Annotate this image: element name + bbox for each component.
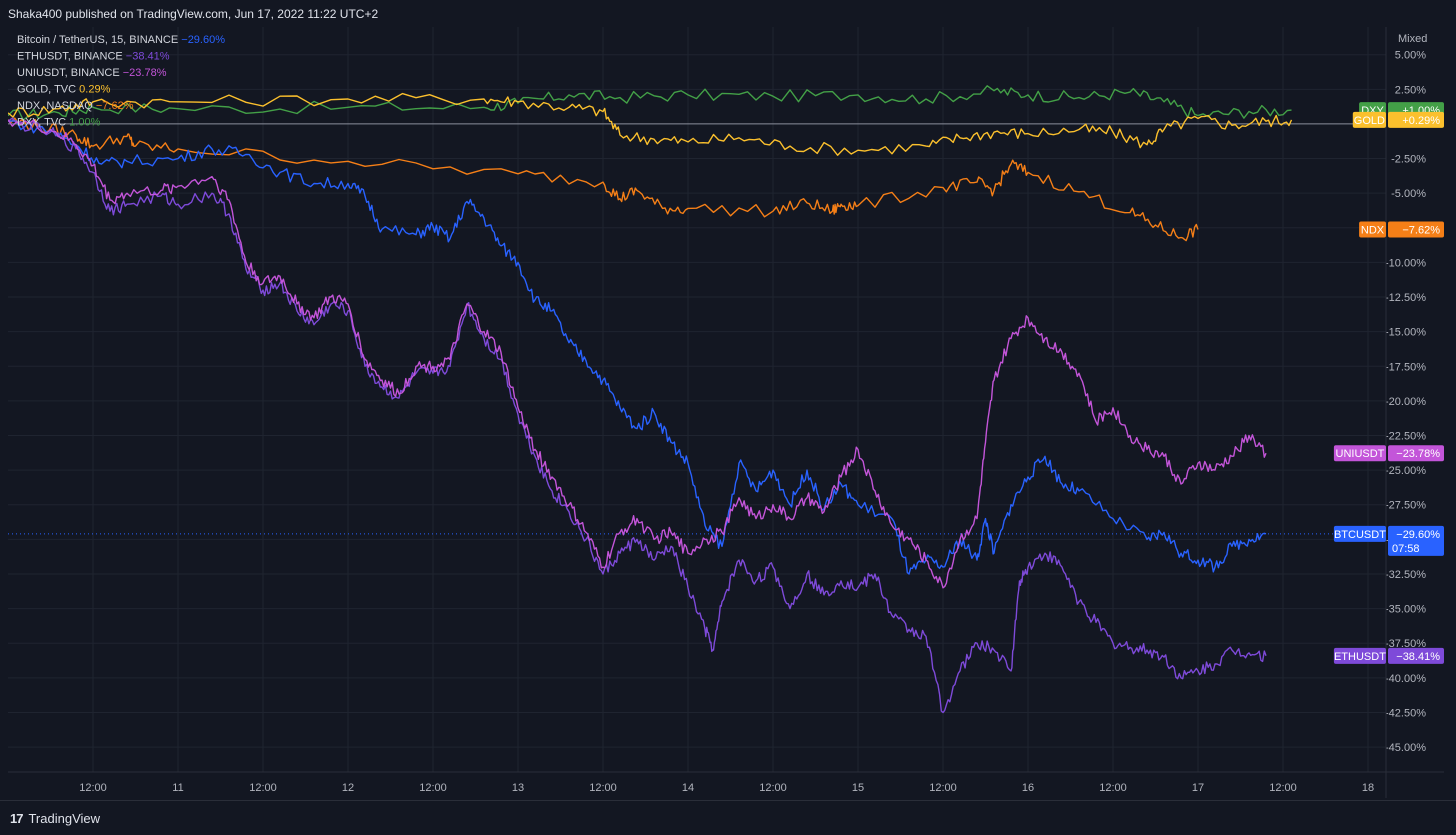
x-tick-label: 13 xyxy=(512,782,524,794)
x-tick-label: 14 xyxy=(682,782,694,794)
y-tick-label: -25.00% xyxy=(1385,465,1426,477)
series-value-badge-text: −7.62% xyxy=(1402,224,1440,236)
legend-value: −38.41% xyxy=(126,51,170,63)
tradingview-logo[interactable]: 17 TradingView xyxy=(10,811,100,826)
series-name-tag-text: BTCUSDT xyxy=(1334,529,1386,541)
series-line-dxy xyxy=(7,85,1292,121)
y-tick-label: -37.50% xyxy=(1385,638,1426,650)
y-tick-label: -5.00% xyxy=(1391,188,1426,200)
y-tick-label: -27.50% xyxy=(1385,500,1426,512)
x-tick-label: 12:00 xyxy=(1099,782,1127,794)
series-value-badge-text: −23.78% xyxy=(1396,448,1440,460)
chart-svg: 5.00%2.50%-2.50%-5.00%-7.50%-10.00%-12.5… xyxy=(7,27,1444,798)
series-name-tag-text: GOLD xyxy=(1354,115,1385,127)
x-tick-label: 12:00 xyxy=(1269,782,1297,794)
y-tick-label: -12.50% xyxy=(1385,292,1426,304)
legend-name: NDX, NASDAQ xyxy=(17,100,96,112)
chart-background xyxy=(8,27,1444,798)
legend-name: GOLD, TVC xyxy=(17,84,79,96)
series-line-ndx xyxy=(7,117,1199,242)
series-value-badge-btcusdt xyxy=(1388,525,1444,556)
y-tick-label: -20.00% xyxy=(1385,396,1426,408)
legend-item[interactable]: NDX, NASDAQ −7.62% xyxy=(17,100,134,112)
x-tick-label: 12:00 xyxy=(589,782,617,794)
x-tick-label: 12:00 xyxy=(249,782,277,794)
series-value-badge-ethusdt xyxy=(1388,647,1444,664)
publisher-line: Shaka400 published on TradingView.com, J… xyxy=(8,7,379,21)
legend-value: −23.78% xyxy=(123,67,167,79)
x-tick-label: 16 xyxy=(1022,782,1034,794)
y-tick-label: -17.50% xyxy=(1385,361,1426,373)
x-tick-label: 11 xyxy=(172,782,183,794)
series-value-badge-text: −38.41% xyxy=(1396,651,1440,663)
series-line-ethusdt xyxy=(7,117,1267,714)
y-tick-label: -40.00% xyxy=(1385,673,1426,685)
y-tick-label: -10.00% xyxy=(1385,257,1426,269)
series-value-badge-uniusdt xyxy=(1388,445,1444,462)
x-tick-label: 12 xyxy=(342,782,354,794)
x-tick-label: 12:00 xyxy=(929,782,957,794)
y-tick-label: -32.50% xyxy=(1385,569,1426,581)
series-line-uniusdt xyxy=(7,119,1267,589)
x-tick-label: 12:00 xyxy=(419,782,447,794)
series-name-tag-text: UNIUSDT xyxy=(1336,448,1385,460)
x-tick-label: 15 xyxy=(852,782,864,794)
tradingview-logo-icon: 17 xyxy=(10,811,24,826)
legend-name: ETHUSDT, BINANCE xyxy=(17,51,126,63)
scale-mode-label[interactable]: Mixed xyxy=(1398,33,1427,45)
legend-item[interactable]: Bitcoin / TetherUS, 15, BINANCE −29.60% xyxy=(17,34,225,46)
series-name-tag-gold[interactable] xyxy=(1352,111,1386,128)
x-tick-label: 12:00 xyxy=(759,782,787,794)
series-name-tag-uniusdt[interactable] xyxy=(1333,445,1386,462)
x-tick-label: 17 xyxy=(1192,782,1204,794)
legend-item[interactable]: GOLD, TVC 0.29% xyxy=(17,84,111,96)
series-countdown-text: 07:58 xyxy=(1392,543,1420,555)
series-line-gold xyxy=(7,92,1293,156)
series-value-badge-text: −29.60% xyxy=(1396,529,1440,541)
y-tick-label: -2.50% xyxy=(1391,154,1426,166)
series-name-tag-ethusdt[interactable] xyxy=(1333,647,1386,664)
series-line-btcusdt xyxy=(7,120,1267,575)
legend-value: 0.29% xyxy=(79,84,110,96)
legend-name: UNIUSDT, BINANCE xyxy=(17,67,123,79)
series-name-tag-text: ETHUSDT xyxy=(1334,651,1386,663)
legend-value: 1.00% xyxy=(69,117,100,129)
x-tick-label: 18 xyxy=(1362,782,1374,794)
footer-bar: 17 TradingView xyxy=(0,800,1456,835)
y-tick-label: -35.00% xyxy=(1385,604,1426,616)
y-tick-label: -42.50% xyxy=(1385,707,1426,719)
legend-value: −7.62% xyxy=(96,100,134,112)
y-tick-label: -45.00% xyxy=(1385,742,1426,754)
y-tick-label: 5.00% xyxy=(1395,50,1426,62)
legend-name: Bitcoin / TetherUS, 15, BINANCE xyxy=(17,34,181,46)
series-name-tag-btcusdt[interactable] xyxy=(1333,525,1386,542)
legend-item[interactable]: DXY, TVC 1.00% xyxy=(17,117,101,129)
series-name-tag-text: NDX xyxy=(1361,224,1385,236)
x-tick-label: 12:00 xyxy=(79,782,107,794)
legend-name: DXY, TVC xyxy=(17,117,69,129)
series-value-badge-text: +0.29% xyxy=(1402,115,1440,127)
legend-item[interactable]: ETHUSDT, BINANCE −38.41% xyxy=(17,51,170,63)
legend-value: −29.60% xyxy=(181,34,225,46)
tradingview-logo-text: TradingView xyxy=(28,811,101,826)
series-name-tag-ndx[interactable] xyxy=(1359,221,1386,238)
series-value-badge-ndx xyxy=(1388,221,1444,238)
series-value-badge-gold xyxy=(1388,111,1444,128)
legend-item[interactable]: UNIUSDT, BINANCE −23.78% xyxy=(17,67,167,79)
y-tick-label: -15.00% xyxy=(1385,327,1426,339)
y-tick-label: -22.50% xyxy=(1385,431,1426,443)
chart-area[interactable]: 5.00%2.50%-2.50%-5.00%-7.50%-10.00%-12.5… xyxy=(7,27,1444,798)
y-tick-label: 2.50% xyxy=(1395,84,1426,96)
